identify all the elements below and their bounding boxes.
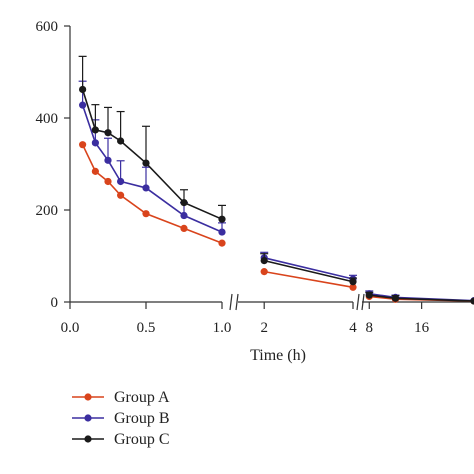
data-point (117, 177, 125, 186)
axis-break-mark (356, 293, 360, 311)
data-point (260, 268, 268, 276)
data-point (260, 257, 268, 265)
data-point (91, 126, 99, 134)
legend-label: Group A (114, 389, 170, 406)
data-point (91, 167, 99, 175)
data-point (142, 159, 150, 167)
data-point (180, 211, 188, 220)
x-axis-title: Time (h) (250, 347, 306, 364)
legend-item: Group A (72, 389, 170, 406)
axis-break-mark (229, 293, 233, 311)
data-point (79, 85, 87, 94)
legend-label: Group B (114, 410, 170, 427)
data-point (117, 191, 125, 199)
data-point (349, 283, 357, 291)
axes: 0 200 400 600 0.0 0.5 1.0 2 4 8 16 (36, 19, 474, 336)
data-point (79, 141, 87, 149)
data-point (391, 294, 400, 302)
data-point (470, 297, 474, 305)
data-point (104, 156, 112, 164)
x-tick-label: 1.0 (213, 320, 232, 336)
legend-label: Group C (114, 431, 170, 448)
x-tick-label: 0.5 (137, 320, 156, 336)
legend-item: Group C (72, 431, 170, 448)
legend: Group A Group B Group C (72, 389, 170, 448)
data-point (79, 101, 87, 109)
axis-break-mark (361, 293, 365, 311)
y-tick-label: 600 (36, 19, 59, 35)
data-point (104, 129, 112, 137)
series-line (264, 257, 354, 280)
y-tick-label: 400 (36, 111, 59, 127)
data-point (142, 184, 150, 192)
x-tick-label: 4 (349, 320, 357, 336)
y-tick-label: 200 (36, 203, 59, 219)
x-tick-label: 8 (366, 320, 374, 336)
data-point (218, 215, 226, 223)
data-point (142, 210, 150, 218)
legend-swatch-marker (84, 414, 92, 422)
series-group-a (79, 141, 474, 305)
axis-break-mark (235, 293, 239, 311)
y-tick-label: 0 (51, 295, 59, 311)
x-tick-label: 16 (414, 320, 430, 336)
data-point (180, 224, 188, 232)
series-line (81, 144, 223, 244)
data-point (365, 291, 373, 299)
legend-item: Group B (72, 410, 170, 427)
series-line (264, 259, 354, 283)
x-tick-label: 0.0 (61, 320, 80, 336)
data-point (104, 177, 112, 186)
data-point (218, 228, 226, 236)
data-point (117, 137, 125, 145)
x-tick-label: 2 (260, 320, 268, 336)
data-point (349, 278, 357, 286)
data-point (180, 199, 188, 207)
series-group-c (78, 55, 474, 305)
series-line (264, 270, 354, 289)
legend-swatch-marker (84, 393, 92, 401)
legend-swatch-marker (84, 435, 92, 443)
data-point (218, 239, 226, 247)
plot-area (78, 55, 474, 305)
data-point (91, 139, 99, 147)
series-group-b (78, 80, 474, 305)
